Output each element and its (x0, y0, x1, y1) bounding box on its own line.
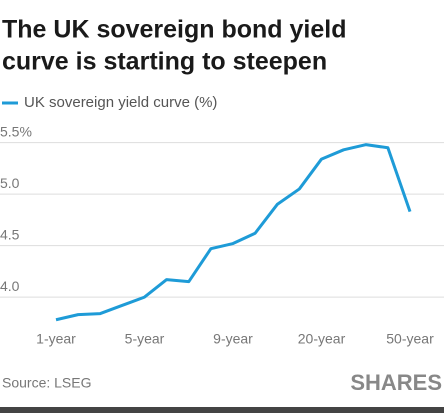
x-tick-label: 50-year (386, 331, 434, 347)
chart-title: curve is starting to steepen (2, 48, 327, 76)
x-tick-label: 9-year (213, 331, 253, 347)
source: Source: LSEG (2, 375, 92, 391)
x-tick-label: 1-year (36, 331, 76, 347)
x-tick-label: 20-year (298, 331, 346, 347)
bottom-border (0, 407, 444, 413)
y-tick-label: 5.0 (0, 175, 20, 191)
legend-label: UK sovereign yield curve (%) (24, 94, 217, 111)
data-line (55, 143, 412, 322)
brand: SHARES (350, 370, 442, 395)
y-tick-label: 5.5% (0, 123, 32, 139)
chart-title: The UK sovereign bond yield (2, 16, 347, 44)
x-tick-label: 5-year (125, 331, 165, 347)
y-tick-label: 4.5 (0, 226, 20, 242)
y-tick-label: 4.0 (0, 278, 20, 294)
